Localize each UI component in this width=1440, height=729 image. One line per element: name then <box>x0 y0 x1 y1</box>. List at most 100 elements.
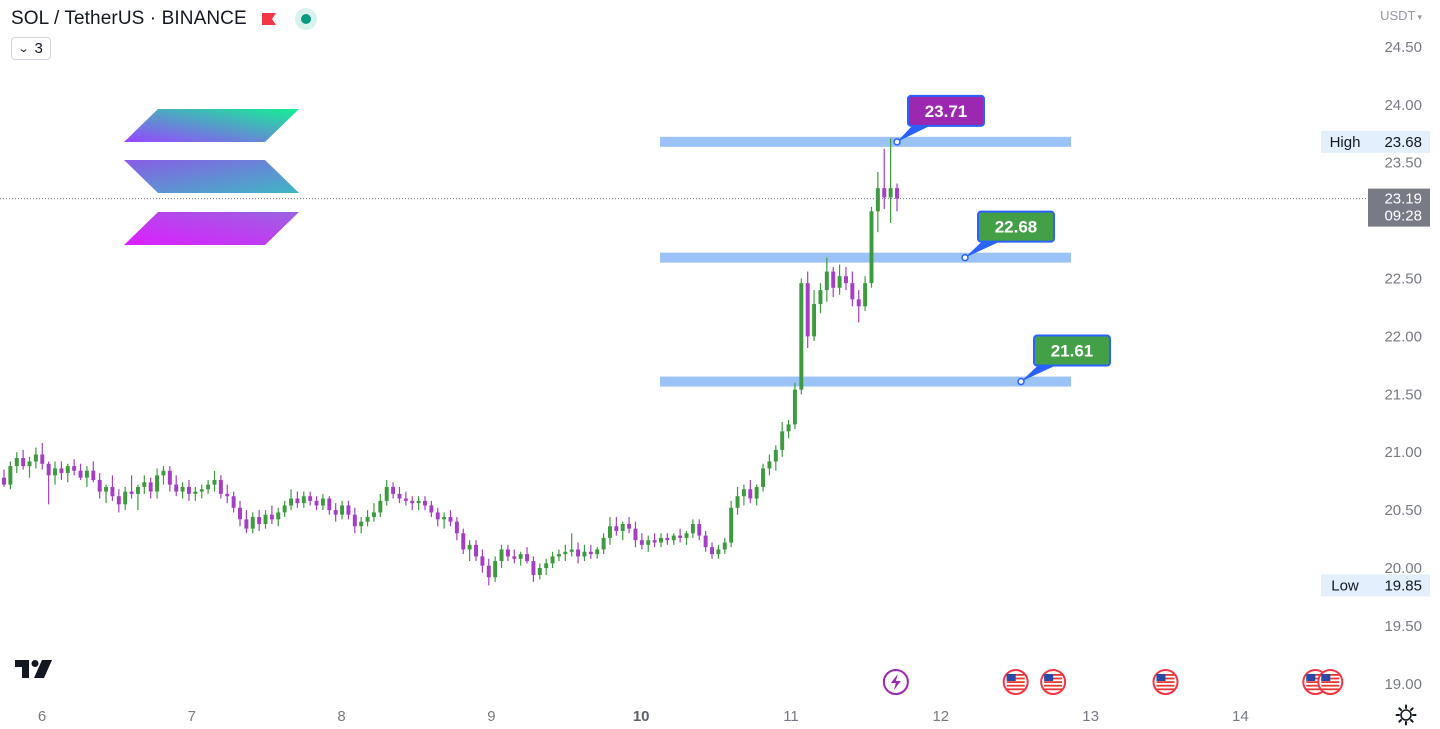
candle-body <box>416 500 421 504</box>
candle-body <box>442 517 447 520</box>
candle-body <box>40 454 45 464</box>
candle <box>225 484 230 504</box>
level-anchor-point[interactable] <box>893 138 901 146</box>
candle-body <box>276 512 281 520</box>
low-badge <box>1321 574 1430 597</box>
indicators-collapse-button[interactable]: ⌄ 3 <box>11 37 51 60</box>
chevron-down-icon: ⌄ <box>17 43 30 55</box>
candle-body <box>187 486 191 494</box>
candle-body <box>837 276 842 288</box>
candle-body <box>244 519 249 529</box>
candle-body <box>607 526 612 538</box>
lightning-icon[interactable] <box>882 669 909 695</box>
level-label-box <box>1033 334 1111 367</box>
candle-body <box>129 491 134 494</box>
symbol-title[interactable]: SOL / TetherUS · BINANCE <box>11 8 247 29</box>
us-flag-icon[interactable] <box>1152 669 1179 695</box>
candle-body <box>722 542 727 550</box>
level-line-3[interactable] <box>660 376 1071 387</box>
candle-body <box>423 500 427 506</box>
us-flag-icon[interactable] <box>1317 669 1344 695</box>
candle-body <box>371 512 376 518</box>
candle-body <box>174 484 179 492</box>
candle <box>231 491 236 513</box>
level-line-1[interactable] <box>660 136 1071 147</box>
level-label-1[interactable]: 23.71 <box>893 94 985 146</box>
y-tick-label: 19.50 <box>1384 618 1422 635</box>
candle <box>461 528 466 555</box>
candle <box>448 510 453 527</box>
candle-body <box>850 283 855 300</box>
currency-selector[interactable]: USDT ▾ <box>1380 8 1422 23</box>
candle <box>671 533 676 545</box>
level-label-3[interactable]: 21.61 <box>1017 334 1111 386</box>
level-label-pointer <box>965 239 1004 258</box>
candle-body <box>161 470 166 476</box>
candle <box>818 283 823 314</box>
candle <box>72 459 77 476</box>
candle-body <box>180 486 185 492</box>
candle <box>148 477 153 499</box>
candle <box>895 183 899 212</box>
candle <box>831 266 836 298</box>
candle-body <box>295 498 300 504</box>
candle <box>627 517 632 534</box>
y-tick-label: 21.50 <box>1384 386 1422 403</box>
candle-body <box>454 521 459 534</box>
candle-body <box>678 535 683 538</box>
candle <box>97 473 102 499</box>
candle <box>155 468 160 499</box>
candle-body <box>142 482 147 487</box>
candle-body <box>735 496 740 508</box>
caret-down-icon: ▾ <box>1417 12 1422 22</box>
candle <box>882 148 887 210</box>
x-tick-label: 11 <box>783 708 799 725</box>
candle <box>690 519 695 538</box>
candle <box>244 510 249 534</box>
high-badge-label: High <box>1330 134 1361 151</box>
candle <box>206 479 211 494</box>
candle-body <box>556 554 561 557</box>
us-flag-icon[interactable] <box>1002 669 1029 695</box>
level-anchor-point[interactable] <box>961 253 969 262</box>
y-tick-label: 23.50 <box>1384 155 1422 172</box>
candle <box>423 496 427 511</box>
tradingview-logo[interactable] <box>15 660 53 680</box>
level-anchor-point[interactable] <box>1017 377 1025 386</box>
candle-body <box>646 540 651 545</box>
candle <box>754 484 759 506</box>
candle <box>480 549 485 573</box>
candle-body <box>493 561 498 578</box>
level-label-box <box>977 210 1055 243</box>
candle <box>27 456 32 478</box>
candle <box>314 496 319 511</box>
candle <box>601 533 606 555</box>
last-price-badge <box>1368 188 1430 227</box>
level-label-2[interactable]: 22.68 <box>961 210 1055 262</box>
candle <box>518 551 523 566</box>
candle <box>193 486 198 501</box>
candle-body <box>320 498 325 506</box>
candle-body <box>384 486 389 501</box>
gear-icon[interactable] <box>1395 704 1417 726</box>
candle-body <box>620 523 625 531</box>
candle <box>391 482 396 499</box>
candle-body <box>652 540 657 543</box>
level-label-text: 21.61 <box>1051 342 1094 361</box>
candle-body <box>155 475 160 492</box>
us-flag-icon[interactable] <box>1040 669 1067 695</box>
candle <box>21 449 26 470</box>
candle-body <box>474 544 478 557</box>
candle <box>435 507 440 527</box>
level-line-2[interactable] <box>660 252 1071 263</box>
flag-icon[interactable] <box>261 11 277 27</box>
candle-body <box>486 565 491 578</box>
candle-body <box>525 554 530 562</box>
candle-body <box>831 271 836 288</box>
low-badge-value: 19.85 <box>1384 577 1422 594</box>
candle-body <box>895 188 899 199</box>
candle-body <box>116 496 121 505</box>
candle <box>212 470 217 492</box>
solana-logo-bar-middle <box>124 160 299 193</box>
